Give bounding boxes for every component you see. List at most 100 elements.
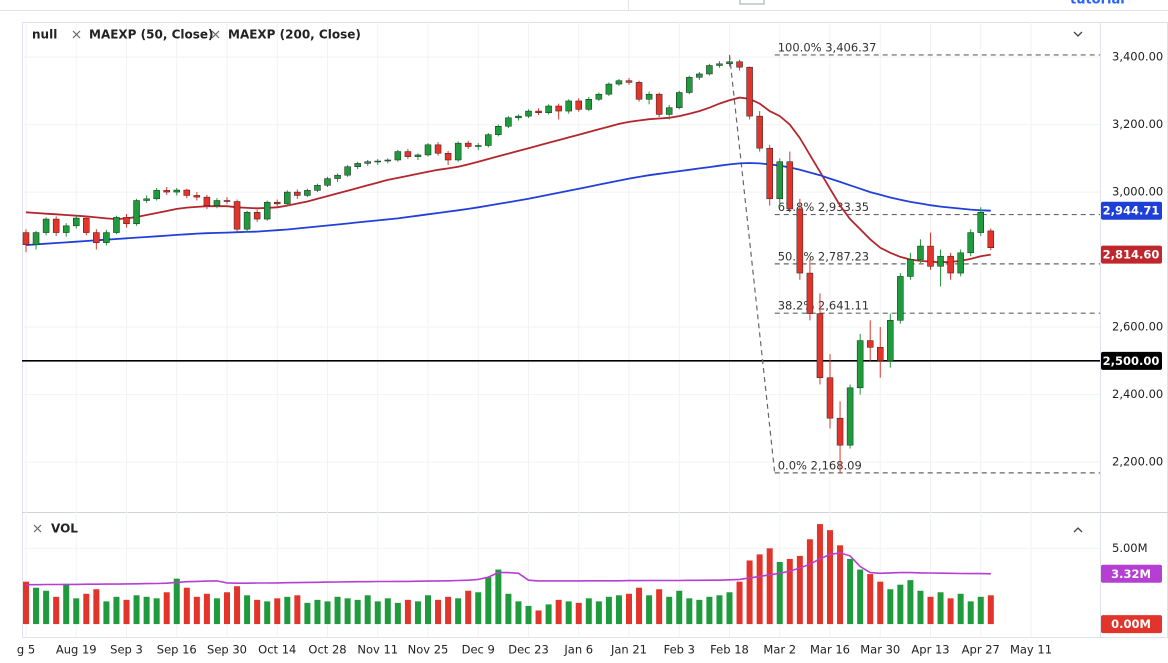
candle-body	[866, 340, 874, 348]
candle-body	[253, 212, 261, 220]
x-tick-label: Nov 11	[357, 643, 398, 657]
candle-body	[877, 347, 884, 362]
volume-bar	[837, 545, 844, 625]
volume-bar	[766, 548, 773, 625]
fib-trend-line	[728, 54, 776, 473]
candle-body	[434, 144, 442, 154]
fib-label: 100.0% 3,406.37	[778, 40, 877, 54]
toolbar-box[interactable]	[739, 0, 765, 5]
remove-icon[interactable]	[72, 30, 81, 39]
candle-body	[485, 134, 492, 146]
candle-body	[967, 232, 974, 254]
candle-body	[937, 255, 944, 267]
volume-bar	[515, 601, 522, 625]
volume-bar	[927, 596, 934, 625]
axes: 2,200.00 2,400.00 2,600.00 3,000.00 3,200.00…	[17, 50, 1163, 657]
candle-body	[32, 232, 40, 245]
remove-icon[interactable]	[211, 30, 220, 39]
candle-body	[786, 161, 794, 210]
candle-body	[83, 217, 90, 233]
y-tick-label: 2,600.00	[1112, 320, 1163, 334]
volume-bar	[113, 596, 120, 625]
candle-body	[525, 110, 532, 117]
candle-body	[686, 77, 693, 93]
candle-body	[243, 212, 251, 230]
volume-bar	[133, 595, 140, 625]
volume-bar	[867, 574, 874, 625]
candle-body	[404, 151, 412, 157]
volume-bar	[324, 601, 331, 625]
candle-body	[475, 145, 482, 147]
volume-bar	[605, 596, 612, 625]
volume-bar	[83, 593, 90, 625]
candle-body	[153, 190, 160, 200]
volume-bar	[33, 587, 40, 625]
volume-bar	[857, 569, 864, 625]
x-tick-label: Sep 16	[157, 643, 197, 657]
candle-body	[545, 105, 552, 114]
toolbar-link[interactable]: tutorial	[1070, 0, 1125, 8]
candle-body	[957, 252, 964, 274]
volume-tick-label: 5.00M	[1112, 541, 1148, 555]
volume-bar	[495, 569, 502, 625]
candle-body	[22, 232, 30, 245]
volume-bar	[535, 610, 542, 625]
remove-icon[interactable]	[33, 524, 42, 533]
candle-body	[193, 195, 201, 198]
candle-body	[796, 208, 804, 274]
candle-body	[947, 255, 954, 274]
volume-bar	[786, 558, 793, 625]
expand-icon[interactable]	[1073, 527, 1083, 533]
volume-bar	[344, 598, 351, 625]
volume-bar	[847, 558, 854, 625]
candle-body	[716, 63, 723, 66]
fib-label: 38.2% 2,641.11	[778, 299, 869, 313]
y-tick-label: 2,200.00	[1112, 455, 1163, 469]
candle-body	[414, 154, 422, 157]
candle-body	[555, 105, 562, 112]
volume-bar	[756, 554, 763, 625]
volume-bar	[254, 599, 261, 625]
legend-title: null	[32, 28, 57, 42]
volume-bar	[907, 580, 914, 625]
volume-bar	[585, 598, 592, 625]
volume-bar	[666, 596, 673, 625]
x-tick-label: Jan 6	[563, 643, 593, 657]
candle-body	[52, 218, 60, 233]
candle-body	[314, 185, 321, 191]
candle-body	[274, 201, 281, 205]
candle-body	[123, 217, 130, 225]
candle-body	[917, 245, 924, 260]
price-badge-label: 2,944.71	[1103, 204, 1160, 218]
volume-bar	[244, 595, 251, 625]
volume-bar	[827, 530, 833, 625]
volume-bar	[505, 593, 512, 625]
x-tick-label: Aug 19	[56, 643, 97, 657]
candle-body	[505, 117, 512, 127]
volume-bar	[957, 593, 964, 625]
candle-body	[846, 387, 854, 446]
volume-bar	[796, 555, 803, 625]
top-toolbar: tutorial	[0, 0, 1168, 11]
legend-entry: MAEXP (50, Close)	[89, 28, 214, 42]
candle-body	[444, 153, 452, 161]
candle-body	[565, 100, 572, 112]
volume-bar	[425, 595, 431, 625]
volume-bar	[314, 599, 321, 625]
volume-bar	[294, 595, 301, 625]
volume-bar	[746, 560, 753, 625]
price-badge-label: 2,814.60	[1103, 248, 1160, 262]
candle-body	[907, 259, 914, 277]
candle-body	[575, 100, 582, 110]
candle-body	[354, 163, 361, 168]
x-tick-label: Mar 30	[860, 643, 900, 657]
candle-body	[696, 73, 703, 78]
volume-bar	[404, 599, 411, 625]
x-tick-label: Oct 14	[258, 643, 296, 657]
candle-body	[595, 93, 603, 100]
candle-body	[635, 82, 643, 100]
collapse-icon[interactable]	[1073, 31, 1083, 37]
volume-bar	[806, 539, 813, 625]
volume-bar	[445, 596, 452, 625]
